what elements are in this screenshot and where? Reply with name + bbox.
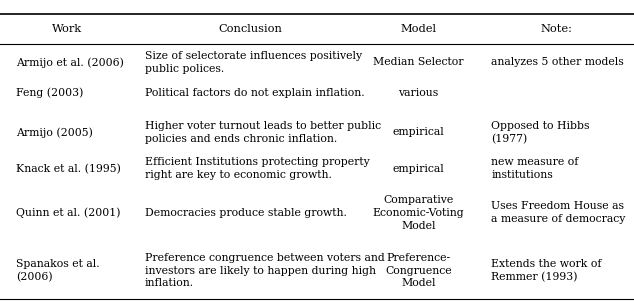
Text: Higher voter turnout leads to better public
policies and ends chronic inflation.: Higher voter turnout leads to better pub… bbox=[145, 121, 380, 144]
Text: Uses Freedom House as
a measure of democracy: Uses Freedom House as a measure of democ… bbox=[491, 201, 626, 224]
Text: Spanakos et al.
(2006): Spanakos et al. (2006) bbox=[16, 259, 100, 282]
Text: Political factors do not explain inflation.: Political factors do not explain inflati… bbox=[145, 88, 364, 98]
Text: Preference congruence between voters and
investors are likely to happen during h: Preference congruence between voters and… bbox=[145, 253, 384, 288]
Text: Efficient Institutions protecting property
right are key to economic growth.: Efficient Institutions protecting proper… bbox=[145, 157, 369, 180]
Text: Knack et al. (1995): Knack et al. (1995) bbox=[16, 164, 120, 174]
Text: Democracies produce stable growth.: Democracies produce stable growth. bbox=[145, 208, 346, 218]
Text: empirical: empirical bbox=[392, 127, 444, 137]
Text: Work: Work bbox=[51, 24, 82, 34]
Text: Median Selector: Median Selector bbox=[373, 57, 463, 67]
Text: Conclusion: Conclusion bbox=[219, 24, 282, 34]
Text: Extends the work of
Remmer (1993): Extends the work of Remmer (1993) bbox=[491, 259, 602, 282]
Text: Note:: Note: bbox=[541, 24, 573, 34]
Text: Size of selectorate influences positively
public polices.: Size of selectorate influences positivel… bbox=[145, 51, 361, 74]
Text: Feng (2003): Feng (2003) bbox=[16, 88, 83, 98]
Text: Model: Model bbox=[401, 24, 436, 34]
Text: new measure of
institutions: new measure of institutions bbox=[491, 157, 579, 180]
Text: Opposed to Hibbs
(1977): Opposed to Hibbs (1977) bbox=[491, 121, 590, 144]
Text: Preference-
Congruence
Model: Preference- Congruence Model bbox=[385, 253, 452, 288]
Text: Armijo (2005): Armijo (2005) bbox=[16, 127, 93, 137]
Text: Comparative
Economic-Voting
Model: Comparative Economic-Voting Model bbox=[373, 195, 464, 231]
Text: Quinn et al. (2001): Quinn et al. (2001) bbox=[16, 208, 120, 218]
Text: various: various bbox=[398, 88, 439, 98]
Text: Armijo et al. (2006): Armijo et al. (2006) bbox=[16, 57, 124, 67]
Text: analyzes 5 other models: analyzes 5 other models bbox=[491, 57, 624, 67]
Text: empirical: empirical bbox=[392, 164, 444, 174]
